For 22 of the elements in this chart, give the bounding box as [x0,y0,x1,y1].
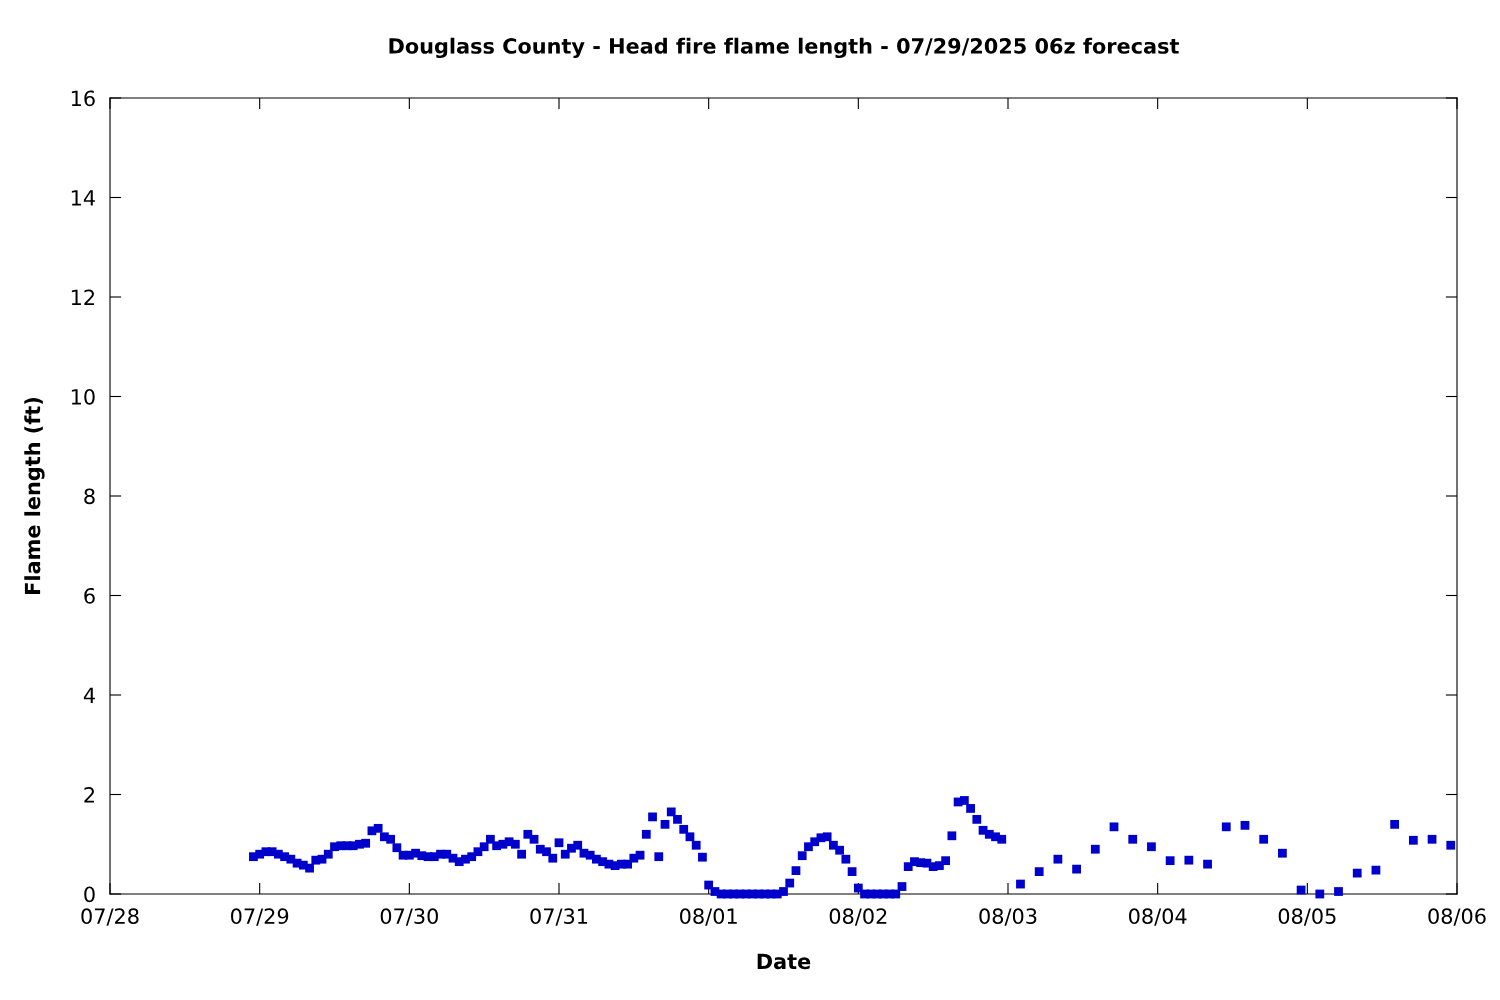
y-tick-label: 14 [71,190,95,206]
x-tick-label: 08/05 [1278,908,1336,926]
x-tick-label: 07/31 [530,908,588,926]
y-tick-label: 8 [84,488,95,505]
chart-title: Douglass County - Head fire flame length - 07/29/2025 06z forecast [389,37,1179,59]
y-tick-label: 10 [71,388,95,405]
y-tick-label: 12 [71,289,95,305]
x-tick-label: 08/03 [979,908,1037,926]
x-tick-label: 07/29 [231,908,289,926]
y-tick-label: 0 [84,886,95,903]
x-tick-label: 07/30 [380,908,438,926]
y-tick-label: 2 [84,786,95,803]
x-tick-label: 08/06 [1428,908,1486,926]
y-tick-label: 4 [83,687,95,703]
x-axis-title: Date [757,953,811,970]
y-tick-label: 6 [84,587,95,604]
y-axis-title: Flame length (ft) [24,397,45,594]
y-tick-label: 16 [71,90,95,107]
x-tick-label: 08/04 [1129,908,1187,926]
x-tick-label: 08/02 [829,908,887,926]
x-tick-label: 08/01 [680,908,737,926]
x-tick-label: 07/28 [81,908,139,926]
